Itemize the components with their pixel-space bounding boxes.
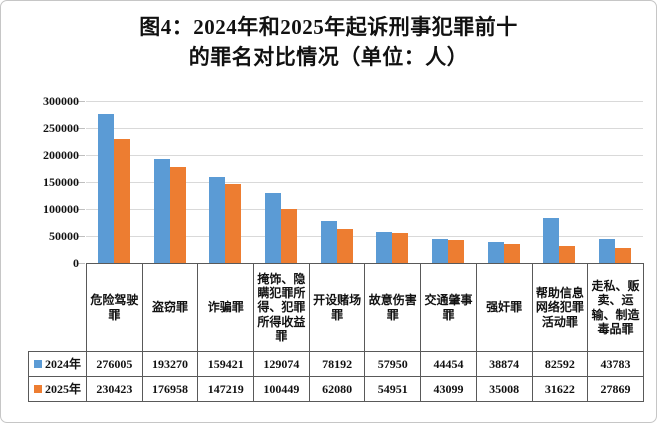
y-axis-tick-label: 300000 bbox=[43, 94, 79, 108]
bar-2025-5 bbox=[336, 229, 353, 263]
bar-2025-9 bbox=[559, 245, 576, 263]
value-cell-2024-2: 193270 bbox=[141, 351, 199, 377]
bar-2025-3 bbox=[225, 183, 242, 263]
gridline bbox=[86, 128, 643, 129]
bar-2024-4 bbox=[264, 193, 281, 263]
value-cell-2025-10: 27869 bbox=[587, 376, 644, 402]
legend-swatch-icon-2024 bbox=[33, 359, 42, 368]
y-axis-tick bbox=[78, 155, 85, 156]
value-cell-2024-6: 57950 bbox=[364, 351, 422, 377]
legend-cell-2025: 2025年 bbox=[28, 376, 87, 402]
category-cell-5: 开设赌场罪 bbox=[308, 263, 366, 352]
category-cell-4: 掩饰、隐瞒犯罪所得、犯罪所得收益罪 bbox=[253, 263, 310, 352]
y-axis-tick bbox=[78, 101, 85, 102]
category-cell-6: 故意伤害罪 bbox=[364, 263, 422, 352]
value-cell-2024-7: 44454 bbox=[420, 351, 477, 377]
value-cell-2024-8: 38874 bbox=[475, 351, 533, 377]
bar-2025-1 bbox=[113, 138, 130, 263]
category-cell-9: 帮助信息网络犯罪活动罪 bbox=[531, 263, 589, 352]
y-axis-tick-label: 200000 bbox=[43, 148, 79, 162]
category-cell-1: 危险驾驶罪 bbox=[86, 263, 143, 352]
value-cell-2025-9: 31622 bbox=[531, 376, 589, 402]
bar-2025-6 bbox=[392, 233, 409, 263]
bar-2024-3 bbox=[209, 176, 226, 263]
gridline bbox=[86, 182, 643, 183]
y-axis-tick-label: 150000 bbox=[43, 175, 79, 189]
y-axis-tick bbox=[78, 236, 85, 237]
y-axis-tick-label: 50000 bbox=[49, 229, 79, 243]
chart-title: 图4：2024年和2025年起诉刑事犯罪前十 的罪名对比情况（单位：人） bbox=[1, 12, 656, 72]
category-cell-10: 走私、贩卖、运输、制造毒品罪 bbox=[587, 263, 644, 352]
category-cell-2: 盗窃罪 bbox=[141, 263, 199, 352]
y-axis-tick bbox=[78, 128, 85, 129]
bar-2025-8 bbox=[503, 244, 520, 263]
category-cell-3: 诈骗罪 bbox=[197, 263, 255, 352]
value-cell-2024-9: 82592 bbox=[531, 351, 589, 377]
value-cell-2024-5: 78192 bbox=[308, 351, 366, 377]
y-axis-tick bbox=[78, 209, 85, 210]
value-cell-2025-7: 43099 bbox=[420, 376, 477, 402]
gridline bbox=[86, 101, 643, 102]
bar-2025-7 bbox=[448, 239, 465, 263]
legend-swatch-icon-2025 bbox=[33, 384, 42, 393]
value-cell-2025-6: 54951 bbox=[364, 376, 422, 402]
gridline bbox=[86, 155, 643, 156]
value-cell-2024-10: 43783 bbox=[587, 351, 644, 377]
legend-label-2024: 2024年 bbox=[44, 356, 81, 371]
y-axis-tick-label: 0 bbox=[73, 256, 79, 270]
value-cell-2025-8: 35008 bbox=[475, 376, 533, 402]
bar-2024-7 bbox=[432, 238, 449, 263]
category-cell-8: 强奸罪 bbox=[475, 263, 533, 352]
y-axis-tick bbox=[78, 182, 85, 183]
bar-2025-2 bbox=[169, 167, 186, 263]
value-cell-2025-1: 230423 bbox=[86, 376, 143, 402]
bar-2024-1 bbox=[97, 113, 114, 263]
y-axis-tick-label: 250000 bbox=[43, 121, 79, 135]
value-cell-2025-3: 147219 bbox=[197, 376, 255, 402]
value-cell-2025-4: 100449 bbox=[253, 376, 310, 402]
bar-2024-10 bbox=[599, 239, 616, 263]
bar-2024-5 bbox=[320, 220, 337, 263]
category-cell-7: 交通肇事罪 bbox=[420, 263, 477, 352]
legend-cell-2024: 2024年 bbox=[28, 351, 87, 377]
bar-2025-10 bbox=[615, 247, 632, 263]
gridline bbox=[86, 209, 643, 210]
value-cell-2024-1: 276005 bbox=[86, 351, 143, 377]
y-axis-tick-label: 100000 bbox=[43, 202, 79, 216]
value-cell-2025-2: 176958 bbox=[141, 376, 199, 402]
plot-area bbox=[78, 101, 643, 264]
chart-title-line2: 的罪名对比情况（单位：人） bbox=[188, 45, 469, 69]
data-table: 危险驾驶罪 盗窃罪 诈骗罪 掩饰、隐瞒犯罪所得、犯罪所得收益罪 开设赌场罪 故意伤害罪 交通… bbox=[28, 263, 644, 402]
value-cell-2024-3: 159421 bbox=[197, 351, 255, 377]
value-cell-2025-5: 62080 bbox=[308, 376, 366, 402]
table-corner-blank bbox=[29, 264, 87, 352]
value-cell-2024-4: 129074 bbox=[253, 351, 310, 377]
bar-2024-6 bbox=[376, 231, 393, 263]
bar-2024-8 bbox=[487, 242, 504, 263]
legend-label-2025: 2025年 bbox=[44, 381, 81, 396]
bar-2024-2 bbox=[153, 158, 170, 263]
chart-title-line1: 图4：2024年和2025年起诉刑事犯罪前十 bbox=[139, 15, 518, 39]
y-axis-tick bbox=[78, 263, 85, 264]
bar-2025-4 bbox=[280, 208, 297, 263]
gridline bbox=[86, 236, 643, 237]
bar-2024-9 bbox=[543, 218, 560, 263]
